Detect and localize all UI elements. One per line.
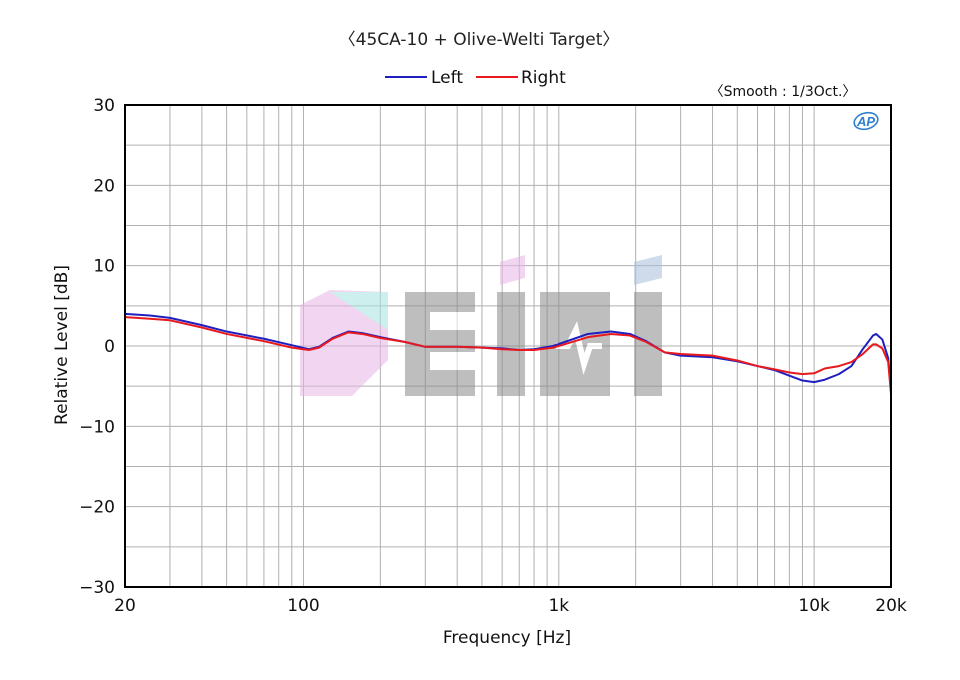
smoothing-note: 〈Smooth : 1/3Oct.〉 <box>710 84 857 100</box>
ap-logo: AP <box>853 111 879 131</box>
ap-logo-text: AP <box>856 114 875 129</box>
y-tick-label: 0 <box>104 337 115 357</box>
x-tick-label: 20k <box>875 596 907 616</box>
legend: Left Right <box>385 68 566 88</box>
chart-title: 〈45CA-10 + Olive-Welti Target〉 <box>339 30 620 50</box>
y-tick-label: −30 <box>79 578 115 598</box>
y-axis-label: Relative Level [dB] <box>52 265 72 425</box>
legend-label-left: Left <box>431 68 463 88</box>
y-tick-label: 10 <box>93 257 115 277</box>
legend-label-right: Right <box>521 68 566 88</box>
y-tick-label: −10 <box>79 417 115 437</box>
series-layer <box>124 312 892 395</box>
x-axis-ticks: 20 100 1k 10k 20k <box>114 596 907 616</box>
x-tick-label: 1k <box>548 596 569 616</box>
x-tick-label: 10k <box>798 596 830 616</box>
watermark-logo <box>300 255 662 396</box>
plot-frame <box>124 104 892 588</box>
y-tick-label: 20 <box>93 176 115 196</box>
y-tick-label: −20 <box>79 498 115 518</box>
series-line-right <box>124 316 892 395</box>
x-tick-label: 20 <box>114 596 136 616</box>
x-tick-label: 100 <box>287 596 319 616</box>
y-axis-ticks: 30 20 10 0 −10 −20 −30 <box>79 96 115 598</box>
x-axis-label: Frequency [Hz] <box>443 628 571 648</box>
y-tick-label: 30 <box>93 96 115 116</box>
